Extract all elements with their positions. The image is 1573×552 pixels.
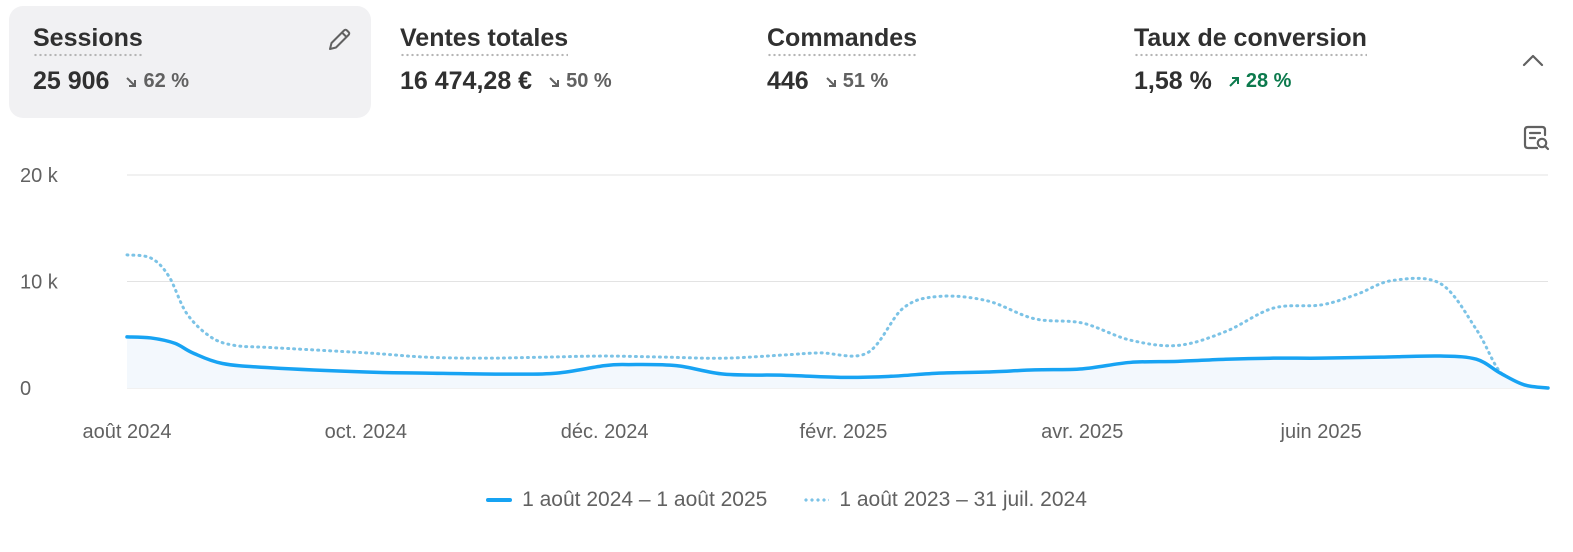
- series-area-current: [127, 336, 1548, 388]
- metric-change-value: 51 %: [842, 70, 889, 92]
- arrow-down-right-icon: [549, 76, 560, 87]
- metric-title[interactable]: Taux de conversion: [1134, 24, 1367, 57]
- y-tick-label: 20 k: [20, 165, 59, 187]
- metric-card-sessions[interactable]: Sessions 25 906 62 %: [9, 6, 371, 118]
- metric-value: 446: [767, 67, 809, 95]
- metric-value: 16 474,28 €: [400, 67, 533, 95]
- y-tick-label: 10 k: [20, 272, 59, 294]
- series-line-previous: [125, 253, 1550, 390]
- metric-card-conversion-rate[interactable]: Taux de conversion 1,58 % 28 %: [1110, 6, 1472, 118]
- metric-change-value: 50 %: [566, 70, 612, 92]
- metric-value: 1,58 %: [1134, 67, 1212, 95]
- metric-change-value: 62 %: [143, 70, 190, 92]
- metrics-bar: Sessions 25 906 62 % Ventes totales 16 4…: [0, 0, 1573, 130]
- chevron-up-icon[interactable]: [1520, 50, 1546, 72]
- arrow-up-right-icon: [1229, 76, 1239, 87]
- arrow-down-right-icon: [126, 76, 137, 87]
- metric-change: 51 %: [825, 70, 889, 93]
- legend-label: 1 août 2023 – 31 juil. 2024: [839, 488, 1087, 511]
- metric-change: 28 %: [1228, 70, 1292, 93]
- arrow-down-right-icon: [826, 76, 836, 87]
- x-tick-label: août 2024: [83, 421, 172, 443]
- metric-title[interactable]: Commandes: [767, 24, 918, 57]
- chart-legend: 1 août 2024 – 1 août 2025 1 août 2023 – …: [0, 488, 1573, 512]
- x-tick-label: févr. 2025: [800, 421, 888, 443]
- legend-swatch-solid: [486, 498, 513, 502]
- x-tick-label: avr. 2025: [1041, 421, 1123, 443]
- metric-title[interactable]: Ventes totales: [400, 24, 569, 57]
- legend-swatch-dotted: [803, 498, 830, 502]
- legend-item-current[interactable]: 1 août 2024 – 1 août 2025: [486, 488, 767, 512]
- metric-title[interactable]: Sessions: [33, 24, 143, 57]
- document-search-icon[interactable]: [1520, 122, 1552, 154]
- x-tick-label: déc. 2024: [561, 421, 649, 443]
- metric-card-total-sales[interactable]: Ventes totales 16 474,28 € 50 %: [376, 6, 738, 118]
- sessions-line-chart: 0 10 k 20 k août 2024 oct. 2024 déc. 2024 févr…: [20, 165, 1550, 443]
- y-tick-label: 0: [20, 378, 31, 400]
- pencil-icon[interactable]: [325, 26, 353, 54]
- x-tick-label: oct. 2024: [325, 421, 407, 443]
- metric-change-value: 28 %: [1245, 70, 1292, 92]
- metric-change: 62 %: [125, 70, 189, 93]
- metric-value: 25 906: [33, 67, 110, 95]
- x-tick-label: juin 2025: [1280, 421, 1362, 443]
- metric-change: 50 %: [548, 70, 612, 93]
- legend-label: 1 août 2024 – 1 août 2025: [522, 488, 768, 511]
- series-line-current: [125, 335, 1550, 390]
- metric-card-orders[interactable]: Commandes 446 51 %: [743, 6, 1105, 118]
- legend-item-previous[interactable]: 1 août 2023 – 31 juil. 2024: [803, 488, 1087, 512]
